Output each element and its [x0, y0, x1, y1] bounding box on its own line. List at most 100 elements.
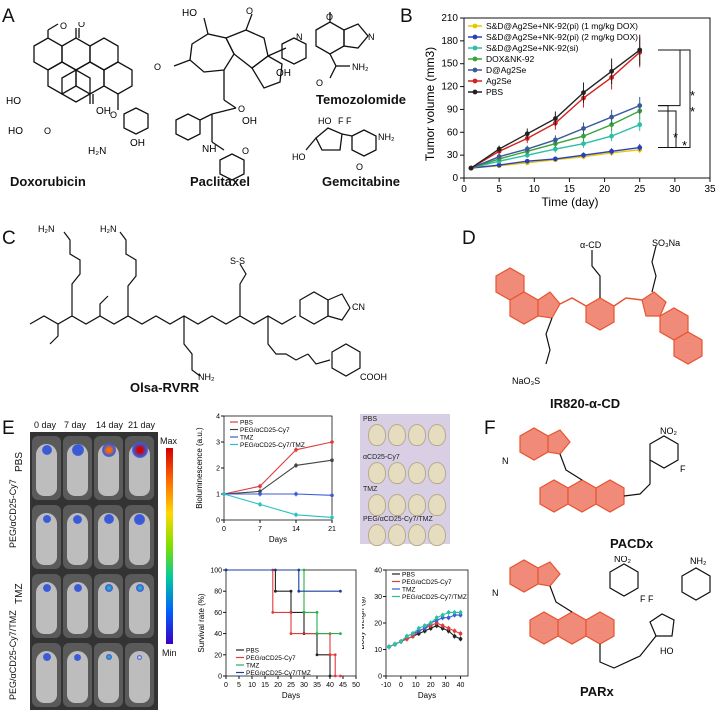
svg-text:COOH: COOH [360, 372, 387, 382]
svg-text:O: O [238, 104, 245, 114]
mouse-image [94, 574, 123, 638]
compound-name-doxorubicin: Doxorubicin [10, 174, 86, 189]
mouse-image [63, 436, 92, 500]
mouse-body [36, 444, 57, 496]
mouse-image [125, 505, 154, 569]
legend-label: S&D@Ag2Se+NK-92(pi) (2 mg/kg DOX) [486, 32, 638, 42]
data-point [422, 629, 427, 633]
data-point [222, 492, 226, 496]
series-line [226, 569, 341, 677]
x-tick-label: 10 [248, 682, 256, 689]
data-point [458, 631, 463, 636]
data-point [452, 613, 457, 617]
data-point [581, 152, 586, 158]
data-point [446, 629, 451, 633]
signal-spot [42, 515, 51, 523]
data-point [224, 568, 228, 572]
y-tick-label: 90 [447, 104, 459, 115]
y-tick-label: 180 [441, 36, 458, 47]
y-tick-label: 210 [441, 13, 458, 24]
brain-sample [388, 524, 406, 546]
legend-label: DOX&NK-92 [486, 54, 534, 64]
mouse-image [125, 436, 154, 500]
x-tick-label: 40 [457, 682, 465, 689]
data-point [609, 114, 614, 120]
svg-text:NO₂: NO₂ [660, 426, 678, 436]
data-point [258, 502, 262, 507]
mouse-body [67, 444, 88, 496]
panel-label-b: B [400, 6, 413, 27]
data-point [289, 589, 293, 593]
svg-text:NO₂: NO₂ [614, 556, 632, 564]
data-point [446, 615, 451, 620]
olsa-rvrr-structure: H₂N H₂N S-S CN NH₂ COOH [29, 224, 387, 382]
brain-sample [368, 424, 386, 446]
chart-b-xlabel: Time (day) [542, 195, 599, 209]
svg-text:O: O [356, 162, 363, 172]
legend-label: PBS [246, 648, 260, 655]
image-group-label: PBS [14, 451, 25, 472]
svg-text:O: O [316, 78, 323, 88]
data-point [552, 156, 558, 162]
data-point [258, 484, 262, 488]
data-point [434, 615, 439, 620]
svg-text:OH: OH [242, 116, 257, 127]
data-point [297, 589, 301, 593]
plot-frame [463, 17, 711, 179]
compound-name-parx: PARx [580, 684, 614, 699]
y-tick-label: 150 [441, 59, 458, 70]
svg-text:HO: HO [182, 8, 197, 19]
colorbar [166, 448, 173, 644]
svg-text:N: N [492, 588, 499, 598]
data-point [297, 568, 301, 572]
signal-spot [105, 654, 112, 660]
signal-spot [73, 584, 82, 592]
x-axis-label: Days [269, 535, 287, 544]
y-axis-label: Bioluminescence (a.u.) [195, 427, 204, 509]
data-point [440, 615, 445, 620]
compound-name-olsa-rvrr: Olsa-RVRR [130, 380, 200, 395]
x-tick-label: 0 [222, 526, 226, 533]
legend-marker [472, 34, 478, 40]
legend-label: TMZ [240, 435, 253, 442]
mouse-body [129, 651, 150, 703]
legend-label: PEG/αCD25-Cy7 [240, 427, 290, 434]
svg-text:H₂N: H₂N [88, 146, 106, 157]
series-line [226, 569, 341, 635]
mouse-image [63, 643, 92, 707]
brain-sample [428, 424, 446, 446]
data-point [581, 90, 586, 96]
series-line [223, 493, 333, 518]
y-tick-label: 3 [216, 440, 220, 447]
brain-sample [368, 494, 386, 516]
data-point [524, 158, 530, 164]
series-line [223, 441, 333, 495]
svg-text:O: O [110, 110, 117, 120]
svg-text:OH: OH [130, 138, 145, 149]
data-point [524, 152, 530, 158]
svg-text:α-CD: α-CD [580, 240, 602, 250]
legend-label: S&D@Ag2Se+NK-92(pi) (1 mg/kg DOX) [486, 21, 638, 31]
organ-photo: PBS αCD25-Cy7 TMZ PEG/αCD25-Cy7/TMZ [360, 414, 450, 546]
svg-text:CN: CN [352, 302, 365, 312]
signal-spot [103, 514, 114, 524]
y-axis-label: Body weigh (g) [362, 596, 366, 650]
data-point [637, 103, 643, 109]
mouse-body [67, 582, 88, 634]
svg-text:O: O [242, 146, 249, 156]
compound-name-temozolomide: Temozolomide [316, 92, 407, 107]
panel-label-c: C [2, 228, 16, 249]
x-tick-label: 45 [339, 682, 347, 689]
bioluminescence-chart: 0 7 14 21 0 1 2 3 4 Days Bioluminescence (a.u.) PBS… [195, 414, 336, 545]
mouse-body [36, 651, 57, 703]
brain-sample [408, 524, 426, 546]
brain-sample [388, 462, 406, 484]
legend-marker [472, 67, 478, 73]
svg-text:O: O [246, 6, 253, 16]
x-tick-label: 20 [599, 184, 611, 195]
gemcitabine-structure: HO HO F F NH₂ O [292, 116, 395, 172]
x-tick-label: 35 [704, 184, 716, 195]
significance-bracket [658, 110, 677, 149]
x-tick-label: -10 [381, 682, 391, 689]
